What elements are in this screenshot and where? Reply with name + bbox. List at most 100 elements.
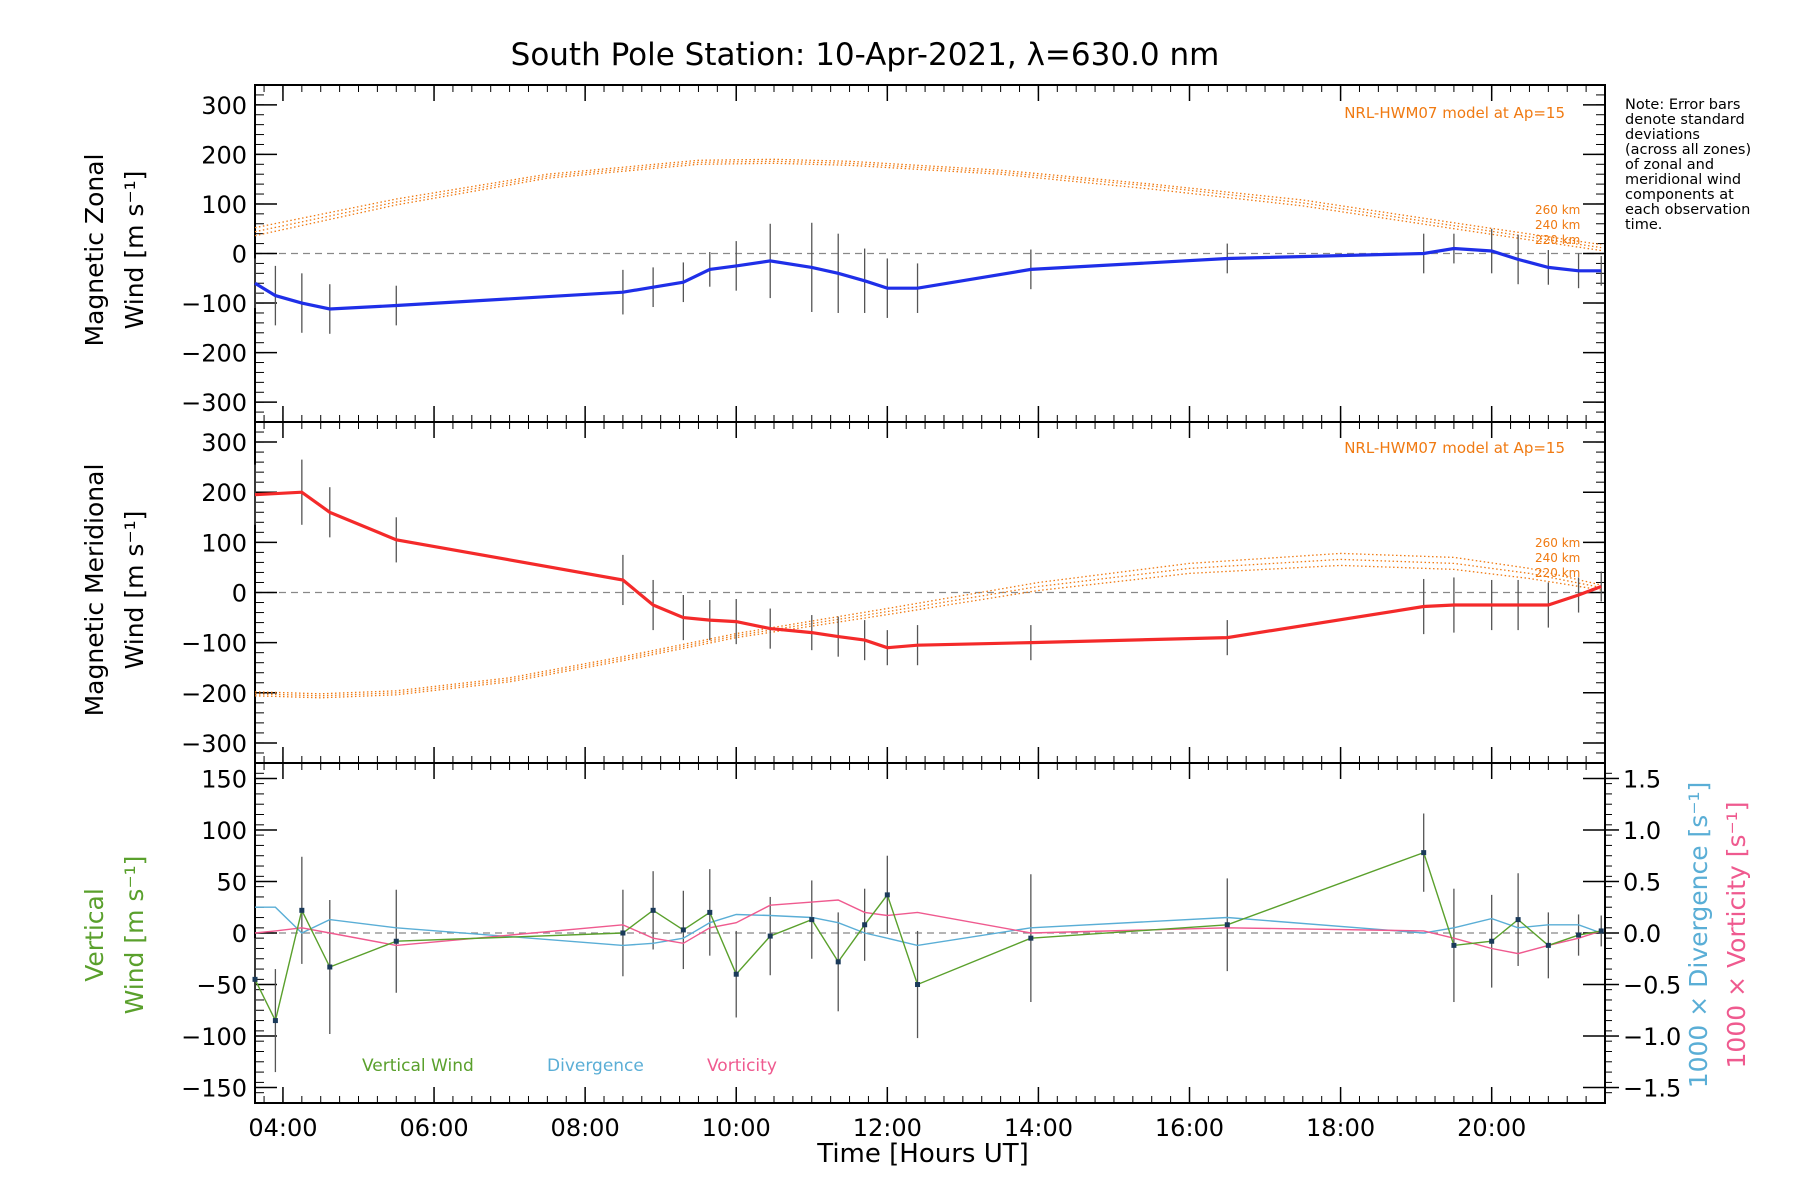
altitude-label: 220 km <box>1535 233 1580 247</box>
note-line: of zonal and <box>1625 157 1714 173</box>
vertical-ytick-label: −100 <box>181 1023 247 1051</box>
note-line: time. <box>1625 217 1662 233</box>
vertical-ytick-label: 50 <box>216 868 247 896</box>
meridional-ytick-label: −300 <box>181 730 247 758</box>
meridional-wind-line <box>254 490 1602 650</box>
vertical-wind-point <box>252 976 258 982</box>
vertical-wind-point <box>915 982 921 988</box>
vertical-wind-point <box>884 892 890 898</box>
xtick-label: 12:00 <box>853 1114 922 1142</box>
meridional-ytick-label: 300 <box>201 429 247 457</box>
zonal-ylabel-line2: Wind [m s⁻¹] <box>120 171 149 330</box>
altitude-label: 260 km <box>1535 536 1580 550</box>
zonal-model-label: NRL-HWM07 model at Ap=15 <box>1344 104 1565 122</box>
zonal-ytick-label: 100 <box>201 191 247 219</box>
zonal-ytick-label: 200 <box>201 141 247 169</box>
right-ytick-label: 0.0 <box>1623 920 1661 948</box>
vertical-ytick-label: 100 <box>201 817 247 845</box>
divergence-line <box>255 906 1602 947</box>
note-line: components at <box>1625 187 1734 203</box>
right-ytick-label: −0.5 <box>1623 972 1681 1000</box>
meridional-model-curve <box>254 558 1602 697</box>
xtick-label: 06:00 <box>399 1114 468 1142</box>
meridional-ytick-label: 0 <box>232 580 247 608</box>
zonal-ytick-label: −200 <box>181 340 247 368</box>
vertical-wind-point <box>299 907 305 913</box>
note-line: meridional wind <box>1625 172 1741 188</box>
note-line: Note: Error bars <box>1625 97 1740 113</box>
xtick-label: 08:00 <box>551 1114 620 1142</box>
vertical-wind-point <box>1545 942 1551 948</box>
altitude-label: 240 km <box>1535 218 1580 232</box>
vertical-wind-point <box>680 927 686 933</box>
zonal-altitude-labels: 260 km 240 km 220 km <box>1535 203 1580 247</box>
zonal-model-curve <box>254 160 1602 249</box>
vertical-wind-point <box>835 959 841 965</box>
vertical-wind-point <box>1515 917 1521 923</box>
xtick-label: 20:00 <box>1457 1114 1526 1142</box>
x-axis-label: Time [Hours UT] <box>816 1139 1029 1169</box>
note-line: (across all zones) <box>1625 142 1751 158</box>
vertical-wind-point <box>809 917 815 923</box>
vorticity-line <box>254 899 1602 955</box>
meridional-ytick-label: 200 <box>201 479 247 507</box>
right-ytick-label: 1.5 <box>1623 765 1661 793</box>
vertical-ytick-label: −150 <box>181 1075 247 1103</box>
xtick-label: 14:00 <box>1004 1114 1073 1142</box>
chart-title: South Pole Station: 10-Apr-2021, λ=630.0… <box>511 37 1220 73</box>
zonal-model-curve <box>254 162 1602 252</box>
vertical-wind-point <box>767 933 773 939</box>
meridional-ytick-label: −200 <box>181 680 247 708</box>
zonal-ytick-label: −100 <box>181 290 247 318</box>
panels: −300 −200 −100 0 100 200 300 −300 −200 −100 0 100 20… <box>181 84 1681 1142</box>
meridional-ylabel-line1: Magnetic Meridional <box>80 464 109 717</box>
vertical-panel: −150 −100 −50 0 50 100 150 −1.5 −1.0 −0.5 0.0 0.5 1.… <box>181 762 1681 1104</box>
vertical-wind-point <box>620 930 626 936</box>
altitude-label: 240 km <box>1535 551 1580 565</box>
vertical-wind-point <box>650 907 656 913</box>
vertical-ylabel-line2: Wind [m s⁻¹] <box>120 856 149 1015</box>
note-line: denote standard <box>1625 112 1745 128</box>
meridional-model-curve <box>254 552 1602 695</box>
right-ytick-label: 0.5 <box>1623 868 1661 896</box>
vertical-ytick-label: −50 <box>196 972 247 1000</box>
vertical-wind-point <box>733 971 739 977</box>
altitude-label: 260 km <box>1535 203 1580 217</box>
vertical-wind-point <box>1576 932 1582 938</box>
vertical-wind-point <box>1421 850 1427 856</box>
vertical-wind-point <box>1451 942 1457 948</box>
meridional-ytick-label: 100 <box>201 529 247 557</box>
legend-vorticity: Vorticity <box>707 1056 777 1076</box>
meridional-panel: −300 −200 −100 0 100 200 300 <box>181 421 1606 764</box>
zonal-wind-line <box>254 246 1602 311</box>
divergence-axis-label: 1000 × Divergence [s⁻¹] <box>1684 782 1713 1089</box>
zonal-ylabel-line1: Magnetic Zonal <box>80 154 109 347</box>
meridional-altitude-labels: 260 km 240 km 220 km <box>1535 536 1580 580</box>
xtick-label: 10:00 <box>702 1114 771 1142</box>
vorticity-axis-label: 1000 × Vorticity [s⁻¹] <box>1722 802 1751 1069</box>
vertical-wind-point <box>862 922 868 928</box>
note-line: deviations <box>1625 127 1700 143</box>
zonal-ytick-label: −300 <box>181 389 247 417</box>
vertical-ytick-label: 150 <box>201 765 247 793</box>
meridional-ytick-label: −100 <box>181 630 247 658</box>
xtick-label: 04:00 <box>248 1114 317 1142</box>
right-ytick-label: 1.0 <box>1623 817 1661 845</box>
legend-vertical-wind: Vertical Wind <box>362 1056 474 1076</box>
vertical-wind-point <box>1598 928 1604 934</box>
bottom-legend: Vertical Wind Divergence Vorticity <box>362 1056 777 1076</box>
zonal-panel: −300 −200 −100 0 100 200 300 <box>181 84 1606 423</box>
right-ytick-label: −1.5 <box>1623 1075 1681 1103</box>
note-block: Note: Error bars denote standard deviati… <box>1625 97 1751 233</box>
vertical-wind-point <box>327 964 333 970</box>
right-ytick-label: −1.0 <box>1623 1023 1681 1051</box>
xtick-label: 18:00 <box>1306 1114 1375 1142</box>
meridional-model-label: NRL-HWM07 model at Ap=15 <box>1344 439 1565 457</box>
zonal-ytick-label: 0 <box>232 241 247 269</box>
vertical-wind-point <box>393 938 399 944</box>
zonal-model-curve <box>254 158 1602 246</box>
vertical-ylabel-line1: Vertical <box>80 888 109 982</box>
vertical-wind-line <box>254 851 1602 1023</box>
